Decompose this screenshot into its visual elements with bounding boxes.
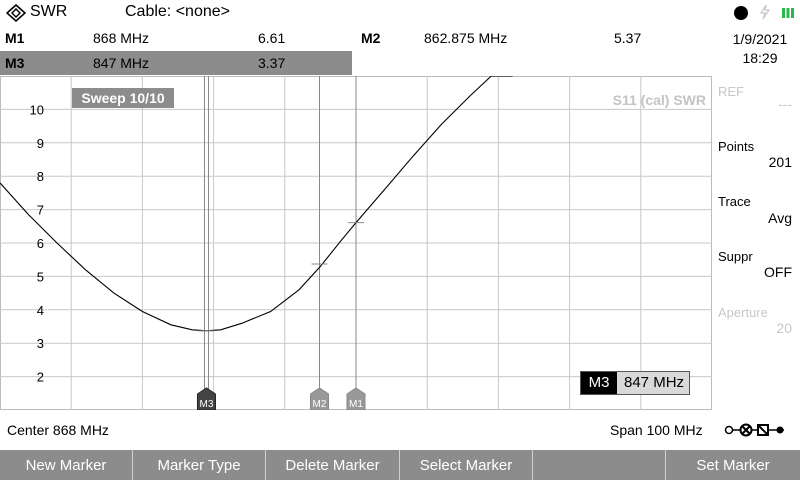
softkey-bar: New Marker Marker Type Delete Marker Sel… xyxy=(0,450,800,480)
trace-mode-value[interactable]: Avg xyxy=(768,210,792,226)
sweep-counter: Sweep 10/10 xyxy=(72,88,174,108)
right-panel: REF --- Points 201 Trace Avg Suppr OFF A… xyxy=(712,76,800,410)
swr-trace-line xyxy=(0,76,513,332)
y-tick-label: 10 xyxy=(30,102,44,117)
datetime: 1/9/2021 18:29 xyxy=(720,30,800,68)
points-label[interactable]: Points xyxy=(718,139,755,154)
connector-open-short-load-icon xyxy=(724,423,784,437)
empty-softkey[interactable] xyxy=(533,450,666,480)
set-marker-button[interactable]: Set Marker xyxy=(666,450,800,480)
marker-flag-m3[interactable]: M3 xyxy=(196,387,216,410)
marker-type-button[interactable]: Marker Type xyxy=(133,450,266,480)
y-tick-label: 4 xyxy=(37,303,44,318)
marker-m3-name: M3 xyxy=(5,55,25,71)
marker-m3-value: 3.37 xyxy=(258,55,286,71)
date-label: 1/9/2021 xyxy=(732,31,788,47)
active-marker-freq: 847 MHz xyxy=(624,374,685,391)
ref-value: --- xyxy=(778,96,792,112)
suppr-value[interactable]: OFF xyxy=(764,264,792,280)
delete-marker-button[interactable]: Delete Marker xyxy=(266,450,400,480)
record-dot-icon xyxy=(734,6,748,20)
new-marker-button[interactable]: New Marker xyxy=(0,450,133,480)
aperture-value: 20 xyxy=(776,320,792,336)
ref-label: REF xyxy=(718,84,744,99)
y-tick-label: 2 xyxy=(37,370,44,385)
swr-chart[interactable]: 2 3 4 5 6 7 8 9 10 M3 M2 M1 xyxy=(0,76,712,410)
app-title: SWR xyxy=(30,3,68,20)
marker-flag-label: M2 xyxy=(313,399,327,410)
marker-m1-value: 6.61 xyxy=(258,30,286,46)
marker-flag-m1[interactable]: M1 xyxy=(346,387,366,410)
center-frequency[interactable]: Center 868 MHz xyxy=(7,422,109,438)
y-tick-label: 8 xyxy=(37,169,44,184)
select-marker-button[interactable]: Select Marker xyxy=(400,450,533,480)
active-marker-readout[interactable]: M3 847 MHz xyxy=(580,371,690,395)
points-value[interactable]: 201 xyxy=(768,154,792,170)
marker-flag-m2[interactable]: M2 xyxy=(310,387,330,410)
active-marker-name: M3 xyxy=(581,372,617,394)
marker-m3-freq: 847 MHz xyxy=(93,55,150,71)
y-tick-label: 7 xyxy=(37,203,44,218)
marker-m1-freq: 868 MHz xyxy=(93,30,150,46)
marker-m2-freq: 862.875 MHz xyxy=(424,30,508,46)
y-tick-label: 9 xyxy=(37,136,44,151)
trace-label: S11 (cal) SWR xyxy=(612,92,706,108)
marker-row-3-active[interactable]: M3 847 MHz 3.37 xyxy=(0,51,352,75)
time-label: 18:29 xyxy=(742,50,778,66)
marker-row-1[interactable]: M1 868 MHz 6.61 M2 862.875 MHz 5.37 xyxy=(0,26,720,50)
cable-label[interactable]: Cable: <none> xyxy=(125,3,230,20)
marker-m2-value: 5.37 xyxy=(614,30,642,46)
rohde-schwarz-diamond-icon xyxy=(6,4,26,22)
y-tick-label: 3 xyxy=(37,336,44,351)
swr-plot[interactable]: 2 3 4 5 6 7 8 9 10 M3 M2 M1 xyxy=(0,76,712,410)
battery-icon xyxy=(782,8,794,18)
marker-m2-name: M2 xyxy=(361,30,381,46)
span-frequency[interactable]: Span 100 MHz xyxy=(610,422,703,438)
y-tick-label: 5 xyxy=(37,269,44,284)
trace-mode-label[interactable]: Trace xyxy=(718,194,751,209)
plug-icon xyxy=(759,4,771,20)
marker-flag-label: M1 xyxy=(349,399,363,410)
suppr-label[interactable]: Suppr xyxy=(718,249,753,264)
aperture-label: Aperture xyxy=(718,305,768,320)
marker-m1-name: M1 xyxy=(5,30,25,46)
title-bar: SWR Cable: <none> xyxy=(0,0,800,26)
y-tick-label: 6 xyxy=(37,236,44,251)
marker-flag-label: M3 xyxy=(200,399,214,410)
